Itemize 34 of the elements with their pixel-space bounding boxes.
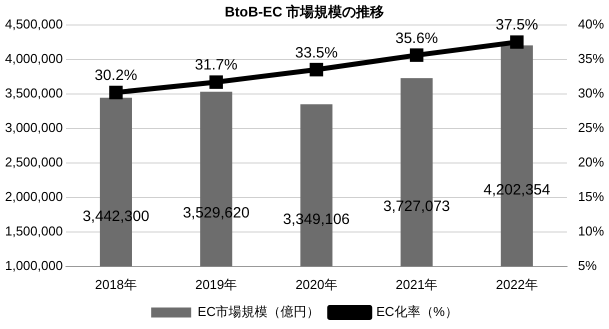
x-tick-label: 2021年 xyxy=(396,276,438,292)
y-tick-label: 2,500,000 xyxy=(4,154,63,170)
y-tick-label: 4,500,000 xyxy=(4,16,63,32)
y2-tick-label: 20% xyxy=(578,154,604,170)
y-tick-label: 2,000,000 xyxy=(4,188,63,204)
point xyxy=(510,35,524,49)
y-tick-label: 3,500,000 xyxy=(4,85,63,100)
y-tick-label: 3,000,000 xyxy=(4,120,63,135)
point xyxy=(310,62,324,76)
y-tick-label: 4,000,000 xyxy=(4,50,63,66)
chart-title: BtoB-EC 市場規模の推移 xyxy=(224,3,384,20)
x-tick-label: 2022年 xyxy=(496,276,538,292)
data-label: 37.5% xyxy=(496,16,538,34)
point xyxy=(410,48,424,62)
x-tick-label: 2018年 xyxy=(94,276,137,292)
y2-tick-label: 25% xyxy=(578,120,604,135)
data-label: 35.6% xyxy=(395,30,438,47)
y-tick-label: 1,500,000 xyxy=(4,223,63,238)
data-label: 31.7% xyxy=(194,56,238,74)
y2-tick-label: 5% xyxy=(578,258,598,273)
data-label: 33.5% xyxy=(295,44,338,62)
data-label: 30.2% xyxy=(94,67,138,84)
legend-label: EC市場規模（億円） xyxy=(198,304,320,320)
y2-tick-label: 30% xyxy=(578,85,604,100)
y2-tick-label: 40% xyxy=(578,16,604,32)
point xyxy=(209,75,223,89)
y-tick-label: 1,000,000 xyxy=(4,258,63,273)
y2-tick-label: 15% xyxy=(578,188,604,204)
y2-tick-label: 35% xyxy=(578,50,604,66)
y2-tick-label: 10% xyxy=(578,223,604,238)
point xyxy=(109,86,123,100)
x-tick-label: 2020年 xyxy=(295,276,338,292)
legend-label: EC化率（%） xyxy=(376,304,458,320)
x-tick-label: 2019年 xyxy=(195,276,238,292)
